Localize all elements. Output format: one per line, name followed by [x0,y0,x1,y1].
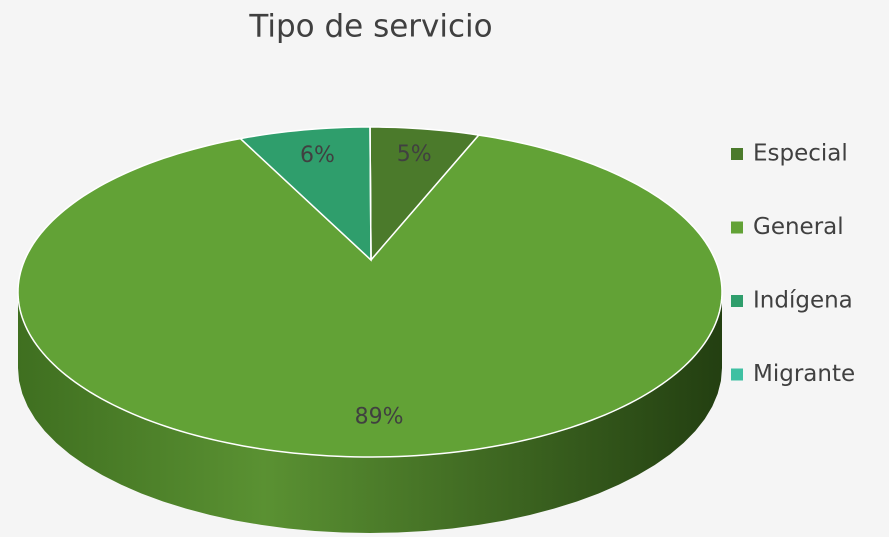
legend-label: Especial [753,141,848,167]
legend-label: Indígena [753,288,853,314]
pie-side [18,292,722,533]
pie-slice [369,126,481,263]
data-label: 5% [397,142,432,167]
pie-slice [238,126,372,262]
legend-swatch [731,148,743,160]
data-label: 89% [355,405,404,430]
legend-swatch [731,368,743,381]
data-label: 6% [300,143,335,168]
legend-swatch [731,221,743,234]
pie-slice [369,126,372,261]
chart-title: Tipo de servicio [248,9,492,45]
legend-label: General [753,214,844,240]
legend-label: Migrante [753,361,855,387]
pie-slice [17,134,723,458]
legend-swatch [731,295,743,307]
